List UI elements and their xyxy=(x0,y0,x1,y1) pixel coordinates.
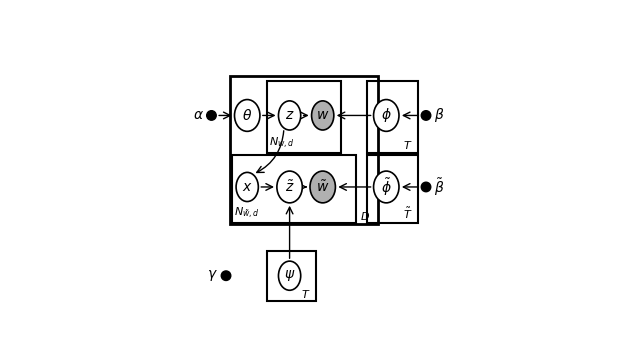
Ellipse shape xyxy=(278,261,301,290)
Text: $\beta$: $\beta$ xyxy=(434,106,444,125)
Text: $z$: $z$ xyxy=(285,108,294,122)
Text: $\tilde{\beta}$: $\tilde{\beta}$ xyxy=(434,176,444,198)
Circle shape xyxy=(221,271,231,280)
Ellipse shape xyxy=(312,101,334,130)
Text: $\tilde{\phi}$: $\tilde{\phi}$ xyxy=(381,176,392,198)
Text: $w$: $w$ xyxy=(316,108,330,122)
Text: $N_{w,d}$: $N_{w,d}$ xyxy=(269,136,295,151)
Text: $\tilde{z}$: $\tilde{z}$ xyxy=(285,179,294,195)
Ellipse shape xyxy=(236,172,259,202)
Text: $\theta$: $\theta$ xyxy=(242,108,252,123)
Ellipse shape xyxy=(277,171,302,203)
Text: $\phi$: $\phi$ xyxy=(381,106,392,125)
Ellipse shape xyxy=(374,171,399,203)
Text: $\alpha$: $\alpha$ xyxy=(193,108,204,122)
Text: $T$: $T$ xyxy=(403,139,413,151)
Text: $N_{\tilde{w},d}$: $N_{\tilde{w},d}$ xyxy=(234,206,260,221)
Text: $D$: $D$ xyxy=(360,210,371,222)
Circle shape xyxy=(207,111,216,120)
Text: $\gamma$: $\gamma$ xyxy=(207,268,218,283)
Text: $T$: $T$ xyxy=(301,288,311,300)
Circle shape xyxy=(421,182,431,192)
Ellipse shape xyxy=(310,171,335,203)
Text: $\tilde{w}$: $\tilde{w}$ xyxy=(316,179,330,195)
Ellipse shape xyxy=(234,99,260,131)
Ellipse shape xyxy=(278,101,301,130)
Text: $\tilde{T}$: $\tilde{T}$ xyxy=(403,206,413,221)
Text: $x$: $x$ xyxy=(242,180,253,194)
Text: $\psi$: $\psi$ xyxy=(284,268,295,283)
Circle shape xyxy=(421,111,431,120)
Ellipse shape xyxy=(374,99,399,131)
